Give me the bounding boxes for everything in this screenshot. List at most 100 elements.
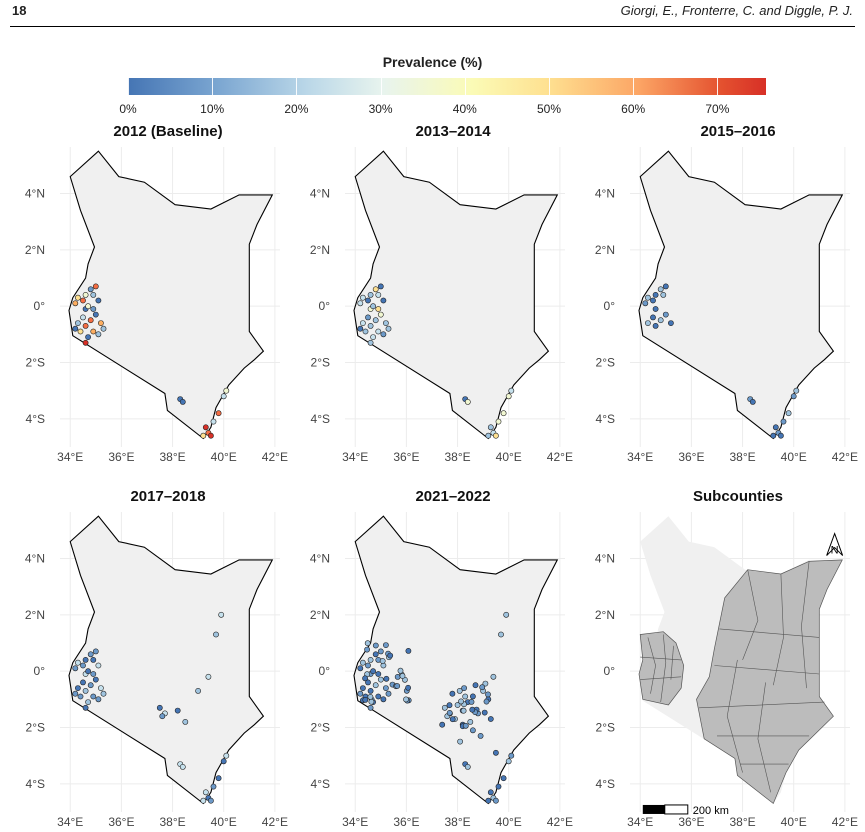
survey-point bbox=[362, 328, 369, 335]
survey-point bbox=[385, 325, 392, 332]
survey-point bbox=[92, 311, 99, 318]
survey-point bbox=[95, 696, 102, 703]
survey-point bbox=[85, 303, 91, 310]
survey-point bbox=[359, 685, 366, 691]
y-tick-label: 2°S bbox=[26, 355, 45, 369]
survey-point bbox=[375, 671, 382, 677]
survey-point bbox=[95, 662, 102, 669]
y-tick-label: 0° bbox=[319, 299, 331, 313]
legend-tick-mark bbox=[717, 78, 719, 95]
survey-point bbox=[652, 291, 659, 298]
x-tick-label: 38°E bbox=[729, 450, 755, 464]
survey-point bbox=[379, 658, 386, 664]
x-tick-label: 40°E bbox=[496, 815, 522, 829]
survey-point bbox=[87, 651, 94, 658]
survey-point bbox=[75, 685, 81, 691]
y-tick-label: 2°N bbox=[25, 243, 45, 257]
survey-point bbox=[357, 690, 364, 697]
survey-point bbox=[449, 690, 456, 697]
survey-point bbox=[650, 297, 656, 304]
survey-point bbox=[650, 314, 656, 321]
survey-point bbox=[485, 432, 492, 439]
survey-point bbox=[382, 685, 389, 691]
survey-point bbox=[367, 688, 374, 694]
survey-point bbox=[92, 283, 99, 290]
map-panel: 34°E 36°E 38°E 40°E 42°E 4°N 2°N 0° 2°S 4°S Subcou… bbox=[595, 488, 858, 829]
x-tick-label: 34°E bbox=[57, 450, 83, 464]
survey-point bbox=[100, 325, 107, 332]
kenya-outline bbox=[68, 150, 274, 440]
survey-point bbox=[485, 797, 492, 804]
legend-tick-label: 10% bbox=[200, 102, 225, 116]
survey-point bbox=[446, 710, 453, 716]
survey-point bbox=[405, 684, 411, 691]
survey-point bbox=[98, 685, 104, 691]
survey-point bbox=[487, 789, 494, 796]
survey-point bbox=[179, 398, 186, 405]
survey-point bbox=[660, 291, 667, 298]
survey-point bbox=[492, 797, 499, 804]
x-tick-label: 42°E bbox=[262, 815, 288, 829]
survey-point bbox=[485, 691, 491, 698]
x-tick-label: 42°E bbox=[832, 450, 858, 464]
survey-point bbox=[368, 698, 375, 705]
survey-point bbox=[405, 648, 412, 654]
survey-point bbox=[483, 698, 490, 705]
y-tick-label: 4°S bbox=[311, 777, 330, 791]
subcounty-boundary bbox=[726, 659, 743, 773]
x-tick-label: 40°E bbox=[781, 815, 807, 829]
survey-point bbox=[367, 694, 374, 700]
x-tick-label: 34°E bbox=[342, 815, 368, 829]
survey-point bbox=[503, 611, 510, 618]
y-tick-label: 0° bbox=[604, 299, 616, 313]
survey-point bbox=[498, 631, 504, 638]
subcounty-boundary bbox=[801, 561, 810, 689]
survey-point bbox=[642, 300, 649, 307]
survey-point bbox=[215, 410, 222, 417]
header-rule bbox=[10, 26, 855, 27]
y-tick-label: 2°N bbox=[310, 608, 330, 622]
legend-tick-mark bbox=[380, 78, 382, 95]
y-tick-label: 4°N bbox=[25, 186, 45, 200]
survey-point bbox=[82, 291, 89, 298]
scale-bar-black bbox=[642, 804, 665, 814]
survey-point bbox=[472, 682, 479, 689]
x-tick-label: 38°E bbox=[159, 450, 185, 464]
survey-point bbox=[380, 696, 387, 703]
scale-bar-label: 200 km bbox=[693, 805, 729, 817]
y-tick-label: 2°N bbox=[595, 243, 615, 257]
survey-point bbox=[399, 673, 406, 679]
survey-point bbox=[85, 668, 91, 675]
survey-point bbox=[467, 719, 474, 725]
survey-point bbox=[375, 306, 382, 312]
kenya-outline bbox=[353, 515, 559, 805]
survey-point bbox=[385, 690, 392, 697]
survey-point bbox=[449, 716, 456, 723]
y-tick-label: 4°N bbox=[25, 551, 45, 565]
survey-point bbox=[375, 291, 382, 298]
survey-point bbox=[98, 320, 104, 326]
legend-tick-mark bbox=[464, 78, 466, 95]
panel-title: 2017–2018 bbox=[130, 488, 205, 505]
x-tick-label: 34°E bbox=[57, 815, 83, 829]
survey-point bbox=[657, 317, 664, 324]
survey-point bbox=[482, 680, 489, 687]
legend-tick-label: 30% bbox=[368, 102, 393, 116]
x-tick-label: 40°E bbox=[211, 450, 237, 464]
survey-point bbox=[464, 398, 471, 405]
subcounty-boundary bbox=[742, 569, 759, 661]
survey-point bbox=[75, 320, 81, 326]
legend-tick-label: 0% bbox=[119, 102, 137, 116]
survey-point bbox=[72, 325, 79, 332]
survey-point bbox=[462, 693, 469, 700]
survey-point bbox=[359, 294, 366, 301]
survey-point bbox=[80, 662, 86, 669]
survey-point bbox=[100, 690, 107, 697]
survey-point bbox=[362, 675, 368, 682]
y-tick-label: 0° bbox=[34, 664, 46, 678]
survey-point bbox=[215, 775, 222, 782]
x-tick-label: 42°E bbox=[262, 450, 288, 464]
y-tick-label: 2°S bbox=[26, 720, 45, 734]
x-tick-label: 42°E bbox=[547, 450, 573, 464]
